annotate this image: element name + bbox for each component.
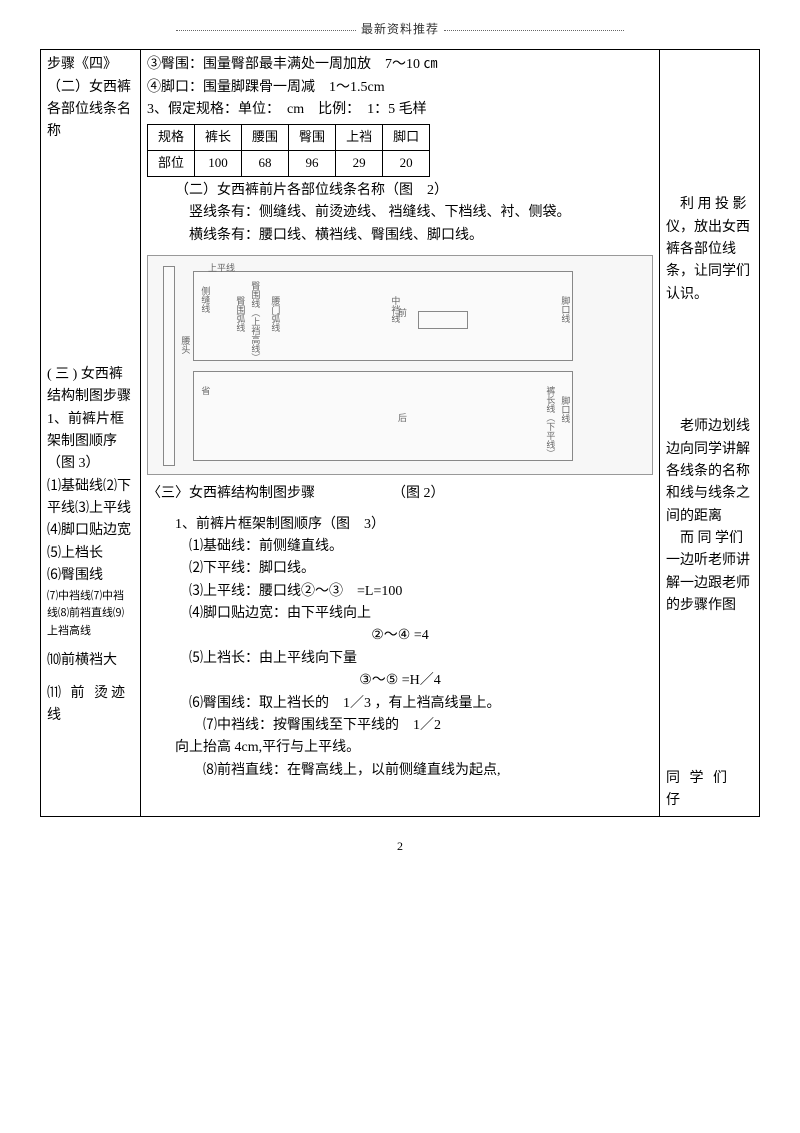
middle-column: ③臀围：围量臀部最丰满处一周加放 7～10 ㎝ ④脚口：围量脚踝骨一周减 1～1… — [141, 50, 660, 817]
mid-l9: ⑴基础线：前侧缝直线。 — [147, 536, 653, 558]
spec-h1: 规格 — [148, 125, 195, 151]
spec-r4: 96 — [289, 151, 336, 177]
label-lower: 裤长线（下平线） — [543, 386, 557, 458]
spec-h2: 裤长 — [195, 125, 242, 151]
spec-r2: 100 — [195, 151, 242, 177]
right-p4: 同 学 们 仔 — [666, 768, 753, 813]
mid-l15: ⑺中裆线：按臀围线至下平线的 1／2 — [147, 715, 653, 737]
mid-l10: ⑵下平线：脚口线。 — [147, 558, 653, 580]
mid-l3: 3、假定规格：单位： cm 比例： 1：5 毛样 — [147, 99, 653, 121]
mid-l8: 1、前裤片框架制图顺序（图 3） — [147, 514, 653, 536]
label-hem2: 脚口线 — [558, 396, 572, 423]
mid-l6: 横线条有：腰口线、横裆线、臀围线、脚口线。 — [147, 225, 653, 247]
spec-r3: 68 — [242, 151, 289, 177]
left-p5: ⑸上档长 — [47, 543, 134, 565]
right-column: 利 用 投 影仪，放出女西裤各部位线条，让同学们认识。 老师边划线边向同学讲解各… — [660, 50, 760, 817]
left-p6: ⑹臀围线 — [47, 565, 134, 587]
left-p7: ⑺中裆线⑺中裆线⑻前裆直线⑼上裆高线 — [47, 588, 134, 641]
mid-l11: ⑶上平线：腰口线②～③ =L=100 — [147, 581, 653, 603]
left-p3: 1、前裤片框架制图顺序（图 3） — [47, 409, 134, 476]
spec-h5: 上裆 — [336, 125, 383, 151]
mid-l14: ⑹臀围线：取上裆长的 1／3 ，有上裆高线量上。 — [147, 693, 653, 715]
pattern-diagram: 腰头 上平线 侧缝线 臀围线（上裆高线） 腰门弧线 臀围弧线 前 中裆线 脚口线… — [147, 255, 653, 475]
label-upper: 上平线 — [208, 261, 235, 275]
mid-l17: ⑻前裆直线：在臀高线上，以前侧缝直线为起点, — [147, 760, 653, 782]
left-column: 步骤《四》（二）女西裤各部位线条名称 ( 三 ) 女西裤结构制图步骤 1、前裤片… — [41, 50, 141, 817]
mid-l5: 竖线条有：侧缝线、前烫迹线、 裆缝线、下档线、衬、侧袋。 — [147, 202, 653, 224]
mid-l1: ③臀围：围量臀部最丰满处一周加放 7～10 ㎝ — [147, 54, 653, 76]
left-p2: ( 三 ) 女西裤结构制图步骤 — [47, 364, 134, 409]
right-p1: 利 用 投 影仪，放出女西裤各部位线条，让同学们认识。 — [666, 194, 753, 306]
mid-l13f: ③～⑤ =H／4 — [147, 670, 653, 692]
left-p9: ⑾ 前 烫迹线 — [47, 683, 134, 728]
mid-l4: （二）女西裤前片各部位线条名称（图 2） — [147, 180, 653, 202]
label-dart: 省 — [198, 386, 212, 395]
mid-l2: ④脚口：围量脚踝骨一周减 1～1.5cm — [147, 77, 653, 99]
mid-l12f: ②～④ =4 — [147, 625, 653, 647]
left-p8: ⑽前横裆大 — [47, 650, 134, 672]
spec-r6: 20 — [383, 151, 430, 177]
spec-table: 规格 裤长 腰围 臀围 上裆 脚口 部位 100 68 96 29 20 — [147, 124, 430, 177]
right-p3: 而 同 学们一边听老师讲解一边跟老师的步骤作图 — [666, 528, 753, 618]
page-number: 2 — [40, 837, 760, 856]
label-hip: 臀围线（上裆高线） — [248, 281, 262, 362]
label-back: 后 — [398, 411, 407, 425]
left-p1: 步骤《四》（二）女西裤各部位线条名称 — [47, 54, 134, 144]
page-header: 最新资料推荐 — [40, 20, 760, 49]
label-hem: 脚口线 — [558, 296, 572, 323]
spec-r5: 29 — [336, 151, 383, 177]
left-p4: ⑴基础线⑵下平线⑶上平线⑷脚口贴边宽 — [47, 476, 134, 543]
spec-h4: 臀围 — [289, 125, 336, 151]
label-side: 侧缝线 — [198, 286, 212, 313]
label-waist: 腰头 — [178, 336, 192, 354]
right-p2: 老师边划线边向同学讲解各线条的名称和线与线条之间的距离 — [666, 416, 753, 528]
label-hip-arc: 臀围弧线 — [233, 296, 247, 332]
label-mid: 中裆线 — [388, 296, 402, 323]
spec-h6: 脚口 — [383, 125, 430, 151]
mid-l13: ⑸上裆长：由上平线向下量 — [147, 648, 653, 670]
mid-l16: 向上抬高 4cm,平行与上平线。 — [147, 737, 653, 759]
spec-r1: 部位 — [148, 151, 195, 177]
spec-h3: 腰围 — [242, 125, 289, 151]
lesson-table: 步骤《四》（二）女西裤各部位线条名称 ( 三 ) 女西裤结构制图步骤 1、前裤片… — [40, 49, 760, 817]
mid-l7: 〈三〉女西裤结构制图步骤 （图 2） — [147, 483, 653, 505]
mid-l12: ⑷脚口贴边宽：由下平线向上 — [147, 603, 653, 625]
label-crotch: 腰门弧线 — [268, 296, 282, 332]
